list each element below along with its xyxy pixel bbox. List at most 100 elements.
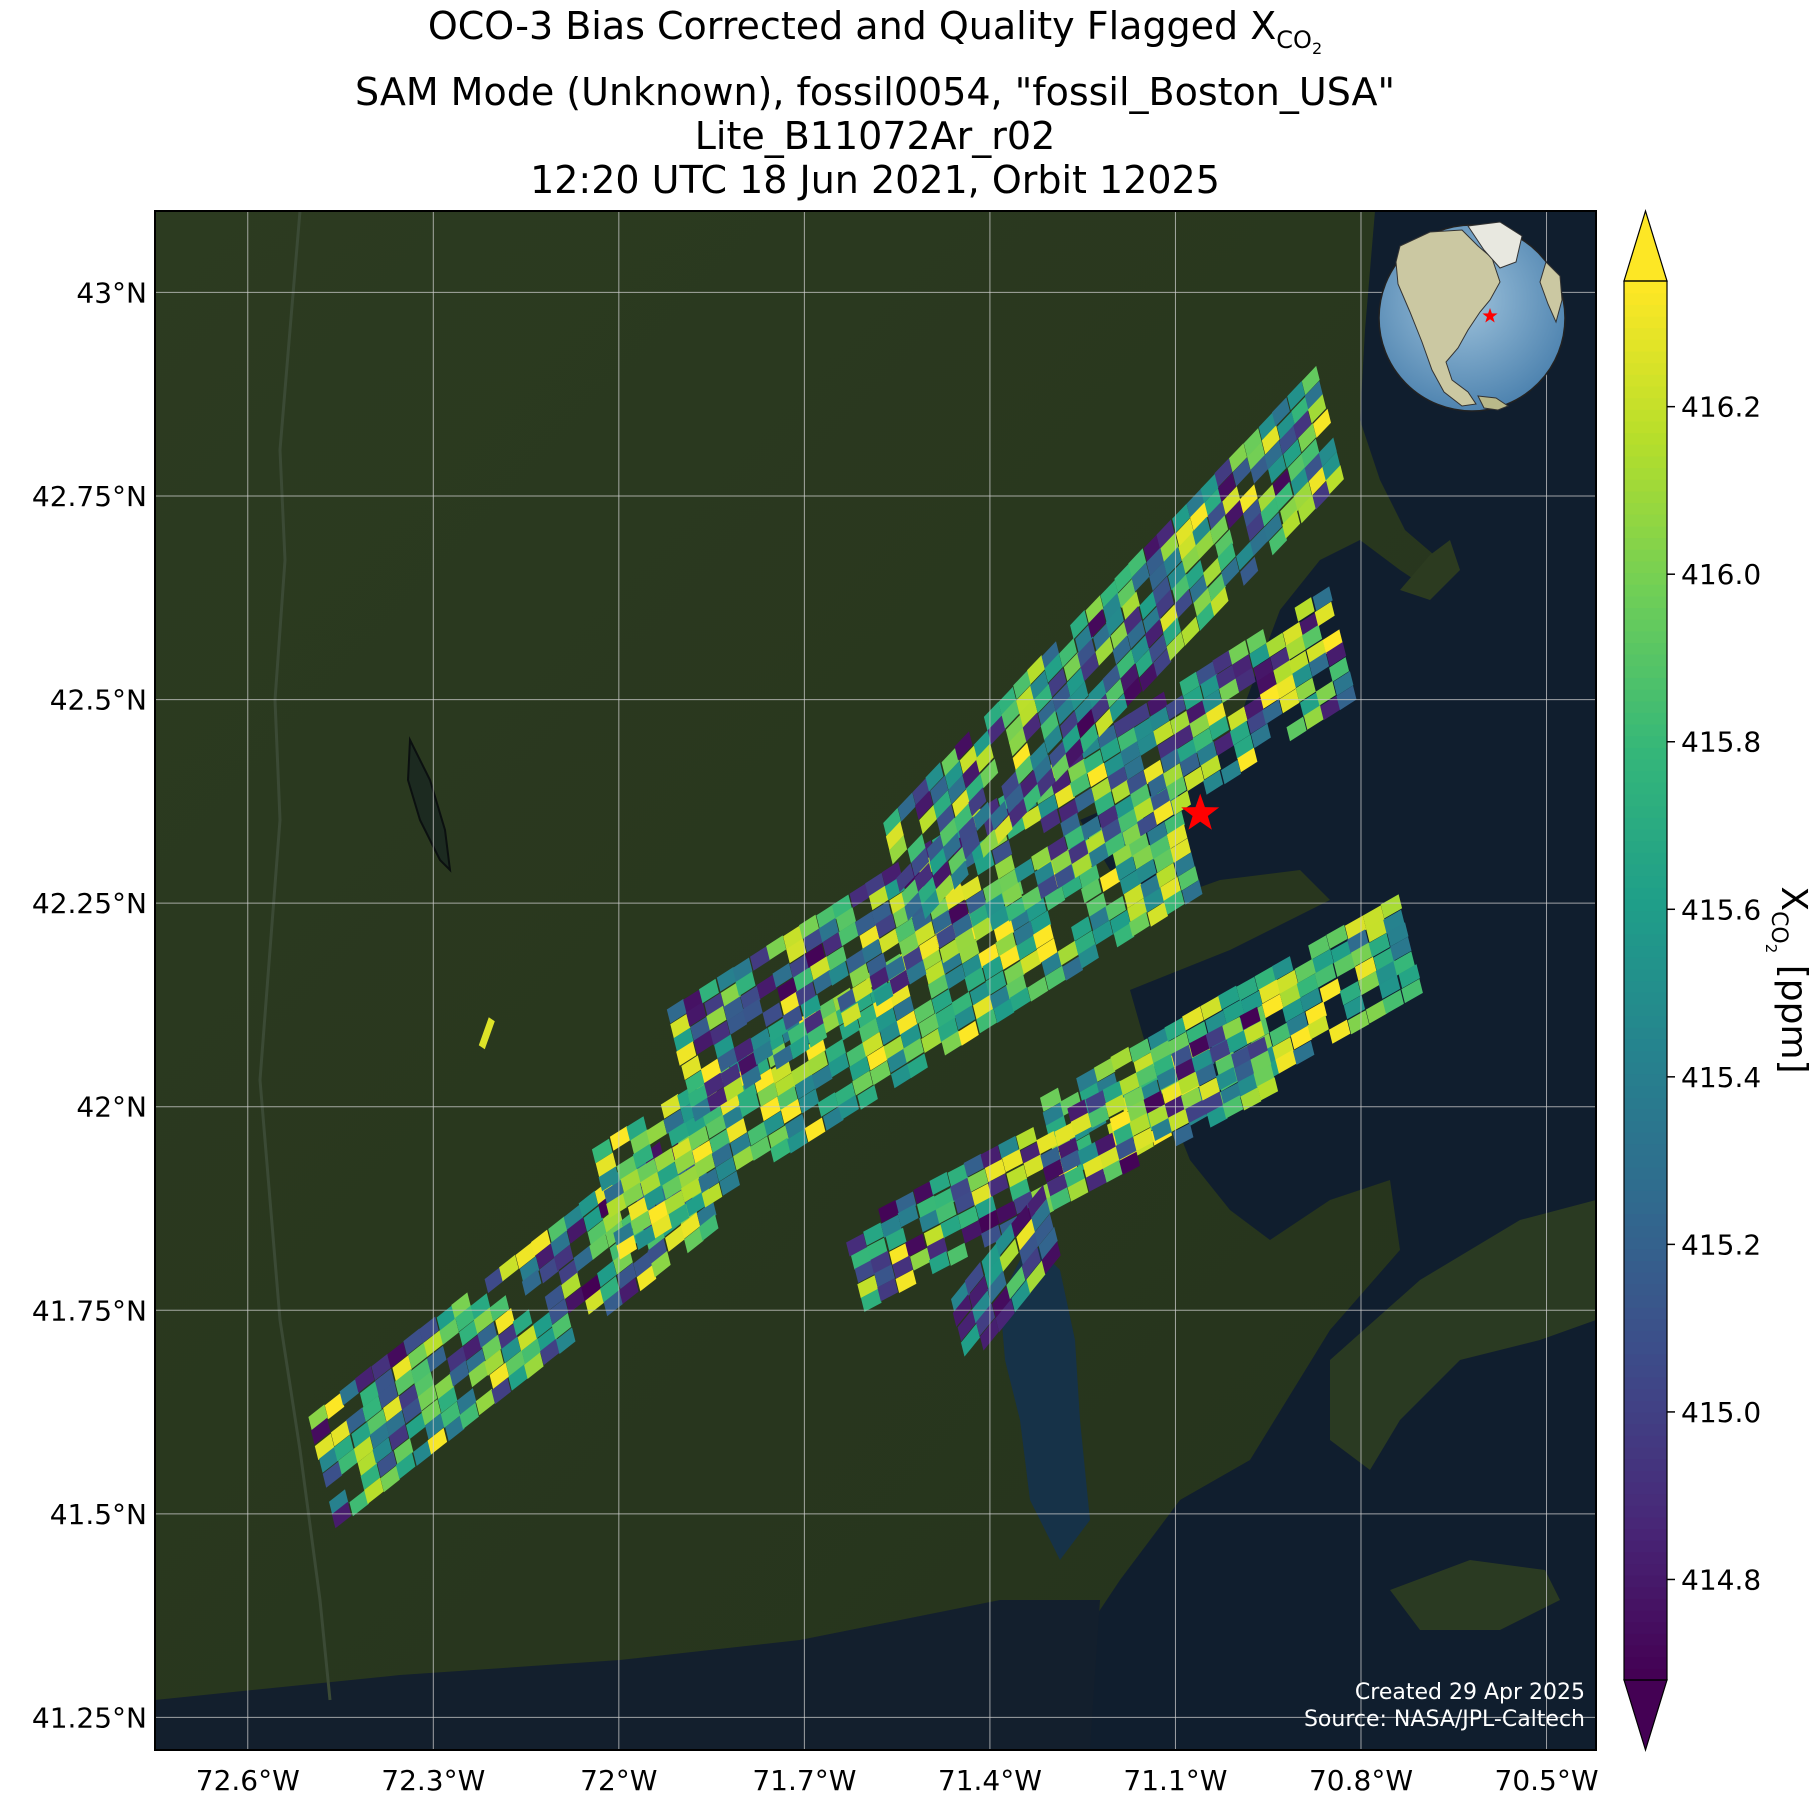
sounding-pixel	[947, 1242, 968, 1266]
sounding-pixel	[427, 1427, 448, 1455]
sounding-pixel	[851, 1246, 872, 1270]
sounding-pixel	[1275, 1049, 1297, 1074]
sounding-pixel	[1387, 922, 1409, 947]
sounding-pixel	[981, 1242, 1001, 1276]
sounding-pixel	[1301, 365, 1320, 396]
marthas-vineyard	[1390, 1560, 1560, 1630]
sounding-pixel	[1254, 966, 1276, 991]
sounding-pixel	[1020, 949, 1041, 975]
globe-europe-africa	[1539, 261, 1563, 324]
sounding-pixel	[952, 788, 971, 819]
sounding-pixel	[417, 1384, 438, 1411]
sounding-pixel	[1026, 1260, 1046, 1294]
sounding-pixel	[360, 1463, 381, 1491]
sounding-pixel	[1296, 973, 1319, 998]
sounding-pixel	[1202, 1091, 1224, 1115]
sounding-pixel	[861, 938, 882, 964]
sounding-pixel	[1129, 702, 1150, 728]
sounding-pixel	[1260, 497, 1279, 527]
sounding-pixel	[1091, 777, 1112, 803]
sounding-pixel	[1147, 1104, 1169, 1128]
sounding-pixel	[1234, 1059, 1256, 1083]
sounding-pixel	[1095, 1132, 1116, 1156]
sounding-pixel	[1186, 560, 1204, 590]
sounding-pixel	[941, 949, 962, 975]
sounding-pixel	[855, 911, 876, 937]
colorbar-gradient	[1624, 281, 1667, 1681]
sounding-pixel	[680, 1212, 701, 1239]
sounding-pixel	[905, 1233, 926, 1257]
sounding-pixel	[1320, 695, 1341, 721]
sounding-pixel	[1292, 663, 1313, 688]
sounding-pixel	[774, 1072, 796, 1098]
sounding-pixel	[1117, 727, 1138, 752]
sounding-pixel	[994, 854, 1015, 880]
sounding-pixel	[489, 1295, 510, 1322]
sounding-pixel	[495, 1308, 515, 1335]
sounding-pixel	[1060, 710, 1079, 740]
sounding-pixel	[1064, 825, 1085, 850]
sounding-pixel	[733, 1145, 754, 1171]
sounding-pixel	[392, 1355, 412, 1382]
sounding-pixel	[925, 762, 944, 792]
sounding-pixel	[1097, 724, 1118, 750]
data-source: Source: NASA/JPL-Caltech	[1303, 1707, 1585, 1732]
sounding-pixel	[730, 1132, 751, 1158]
sounding-pixel	[395, 1369, 415, 1396]
sounding-pixel	[753, 1068, 775, 1093]
sounding-pixel	[913, 1180, 934, 1204]
sounding-pixel	[1276, 969, 1299, 995]
sounding-pixel	[777, 1085, 798, 1111]
sounding-pixel	[1143, 605, 1162, 635]
sounding-pixel	[878, 928, 899, 954]
sounding-pixel	[308, 1404, 328, 1431]
sounding-pixel	[585, 1288, 605, 1315]
sounding-pixel	[933, 1187, 955, 1211]
sounding-pixel	[1283, 439, 1302, 469]
colorbar-tick-label: 415.2	[1681, 1228, 1761, 1261]
sounding-pixel	[865, 872, 886, 898]
sounding-pixel	[1140, 874, 1161, 899]
sounding-pixel	[785, 1113, 806, 1139]
sounding-pixel	[616, 1155, 637, 1181]
sounding-pixel	[968, 787, 987, 817]
title-line-3: Lite_B11072Ar_r02	[694, 114, 1056, 159]
sounding-pixel	[1163, 890, 1185, 915]
sounding-pixel	[1020, 1141, 1042, 1165]
sounding-pixel	[1160, 604, 1179, 634]
sounding-pixel	[455, 1305, 475, 1332]
sounding-pixel	[1040, 1087, 1062, 1112]
sounding-pixel	[333, 1434, 354, 1462]
sounding-pixel	[859, 925, 880, 950]
sounding-pixel	[1149, 835, 1171, 860]
sounding-pixel	[969, 903, 990, 929]
sounding-pixel	[1172, 1123, 1194, 1147]
sounding-pixel	[961, 1220, 983, 1244]
sounding-pixel	[1103, 1159, 1124, 1183]
sounding-pixel	[647, 1238, 668, 1265]
sounding-pixel	[973, 801, 992, 831]
sounding-pixel	[1205, 1025, 1227, 1049]
sounding-pixel	[982, 955, 1004, 981]
sounding-pixel	[1268, 454, 1286, 484]
sounding-pixel	[620, 1168, 642, 1194]
sounding-pixel	[665, 1225, 685, 1252]
sounding-pixel	[637, 1158, 658, 1184]
sounding-pixel	[1002, 1149, 1023, 1173]
sounding-pixel	[1109, 1109, 1131, 1133]
sounding-pixel	[1016, 935, 1037, 961]
sounding-pixel	[791, 1060, 812, 1086]
sounding-pixel	[757, 1082, 778, 1107]
sounding-pixel	[468, 1360, 489, 1388]
sounding-pixel	[1099, 1146, 1121, 1170]
sounding-pixel	[319, 1446, 339, 1473]
sounding-pixel	[1068, 839, 1089, 865]
sounding-pixel	[753, 1040, 774, 1066]
sounding-pixel	[1203, 770, 1224, 795]
sounding-pixel	[1011, 1204, 1031, 1238]
sounding-pixel	[561, 1272, 581, 1300]
sounding-pixel	[1322, 451, 1341, 481]
sounding-pixel	[1286, 716, 1307, 742]
sounding-pixel	[643, 1141, 664, 1169]
sounding-pixel	[609, 1126, 631, 1151]
